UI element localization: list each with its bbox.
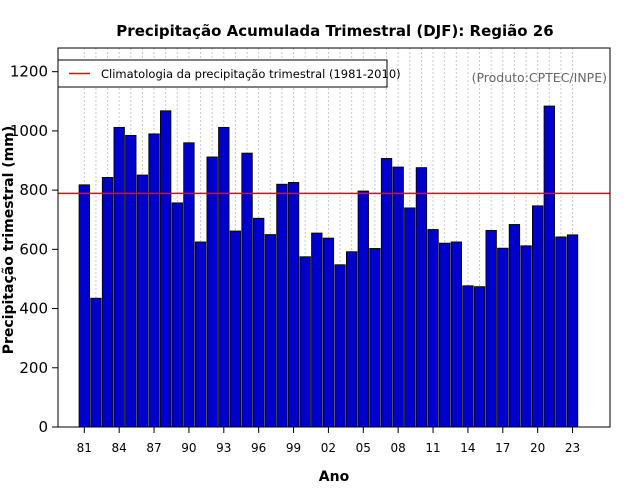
- x-tick-label: 17: [495, 441, 510, 455]
- x-tick-label: 14: [460, 441, 475, 455]
- bar-1981: [78, 184, 90, 428]
- bar-2015: [473, 286, 486, 428]
- bar-1992: [206, 156, 218, 428]
- bar-2016: [485, 229, 497, 428]
- bar-1982: [90, 297, 102, 428]
- legend-label: Climatologia da precipitação trimestral …: [101, 67, 401, 81]
- y-tick-label: 0: [38, 418, 48, 436]
- bar-2022: [555, 236, 567, 428]
- bar-2023: [566, 234, 579, 428]
- bar-2017: [497, 247, 509, 428]
- bar-2003: [334, 264, 346, 428]
- bar-1989: [171, 202, 183, 428]
- chart-title: Precipitação Acumulada Trimestral (DJF):…: [116, 22, 553, 40]
- legend: Climatologia da precipitação trimestral …: [57, 59, 401, 88]
- bar-2012: [439, 242, 451, 428]
- bar-2020: [532, 205, 544, 428]
- bar-2014: [462, 285, 474, 428]
- y-axis-label: Precipitação trimestral (mm): [1, 126, 17, 354]
- bar-2011: [427, 229, 439, 428]
- bar-1984: [113, 126, 125, 428]
- bar-2006: [369, 248, 381, 428]
- bar-1994: [229, 230, 242, 428]
- x-tick-label: 87: [146, 441, 161, 455]
- bar-2000: [299, 256, 311, 428]
- bar-2008: [392, 166, 404, 428]
- bar-1983: [101, 176, 114, 428]
- x-tick-label: 96: [251, 441, 266, 455]
- bar-1986: [136, 174, 149, 428]
- x-tick-label: 81: [77, 441, 92, 455]
- bar-2018: [508, 224, 521, 428]
- bar-2007: [380, 158, 393, 428]
- x-tick-label: 84: [112, 441, 127, 455]
- x-tick-label: 11: [425, 441, 440, 455]
- bar-1988: [160, 110, 172, 428]
- bar-1996: [253, 217, 265, 428]
- y-tick-label: 1000: [10, 122, 48, 140]
- bar-2010: [415, 167, 428, 428]
- x-axis-label: Ano: [319, 469, 350, 485]
- x-tick-label: 02: [321, 441, 336, 455]
- bar-2019: [520, 245, 532, 428]
- y-axis: 0 200 400 600 800 1000 1200: [10, 63, 58, 436]
- x-tick-label: 20: [530, 441, 545, 455]
- legend-box: [57, 59, 388, 88]
- bar-2001: [311, 232, 323, 428]
- y-tick-label: 1200: [10, 63, 48, 81]
- x-tick-label: 99: [286, 441, 301, 455]
- plot-frame: [57, 47, 611, 428]
- y-tick-label: 800: [19, 181, 48, 199]
- x-axis: 81 84 87 90 93 96 99 02 05 08 11 14 17 20 23: [77, 427, 580, 455]
- bar-2009: [404, 207, 416, 428]
- bar-1995: [241, 152, 253, 428]
- bar-2013: [450, 241, 462, 428]
- bars: [78, 105, 579, 428]
- bar-1998: [276, 183, 288, 428]
- x-tick-label: 90: [181, 441, 196, 455]
- bar-1991: [194, 241, 207, 428]
- y-tick-label: 200: [19, 359, 48, 377]
- bar-2004: [346, 251, 358, 428]
- bar-1993: [218, 126, 230, 428]
- y-tick-label: 600: [19, 240, 48, 258]
- y-tick-label: 400: [19, 300, 48, 318]
- bar-2021: [543, 105, 555, 428]
- x-tick-label: 93: [216, 441, 231, 455]
- credit-text: (Produto:CPTEC/INPE): [472, 70, 607, 85]
- bar-1990: [183, 142, 195, 428]
- bar-1999: [287, 182, 300, 428]
- x-tick-label: 08: [391, 441, 406, 455]
- bar-1997: [264, 234, 276, 428]
- bar-1985: [125, 134, 137, 428]
- bar-2002: [322, 237, 335, 428]
- x-tick-label: 05: [356, 441, 371, 455]
- bar-1987: [148, 133, 160, 428]
- x-tick-label: 23: [565, 441, 580, 455]
- bar-2005: [357, 190, 369, 428]
